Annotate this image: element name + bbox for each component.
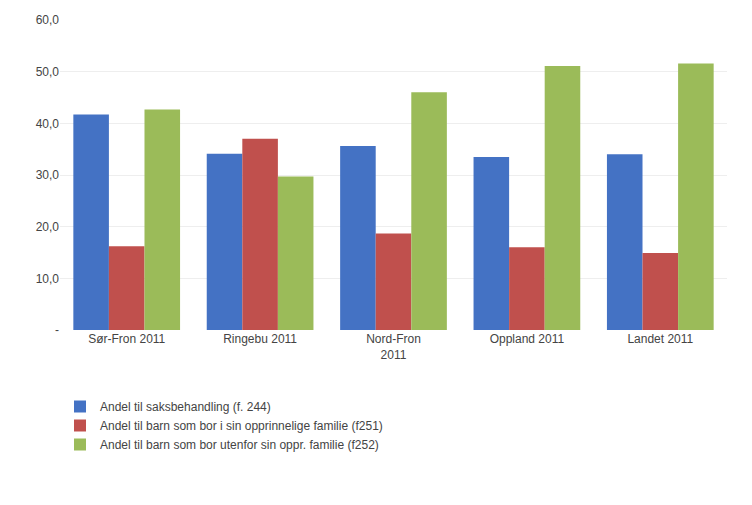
svg-text:30,0: 30,0 [36, 168, 60, 182]
svg-text:Nord-Fron2011: Nord-Fron2011 [366, 332, 421, 362]
svg-text:10,0: 10,0 [36, 272, 60, 286]
svg-text:Ringebu 2011: Ringebu 2011 [223, 332, 297, 346]
svg-text:Landet 2011: Landet 2011 [627, 332, 693, 346]
svg-text:20,0: 20,0 [36, 220, 60, 234]
svg-text:Sør-Fron 2011: Sør-Fron 2011 [88, 332, 165, 346]
svg-text:-: - [55, 323, 59, 337]
svg-text:Oppland 2011: Oppland 2011 [490, 332, 565, 346]
svg-text:Andel til barn som bor utenfor: Andel til barn som bor utenfor sin oppr.… [100, 438, 379, 452]
svg-text:40,0: 40,0 [36, 117, 60, 131]
svg-text:Andel til barn som bor i sin o: Andel til barn som bor i sin opprinnelig… [100, 419, 383, 433]
svg-text:Andel til saksbehandling (f. 2: Andel til saksbehandling (f. 244) [100, 400, 271, 414]
svg-text:60,0: 60,0 [36, 13, 60, 27]
svg-text:50,0: 50,0 [36, 65, 60, 79]
